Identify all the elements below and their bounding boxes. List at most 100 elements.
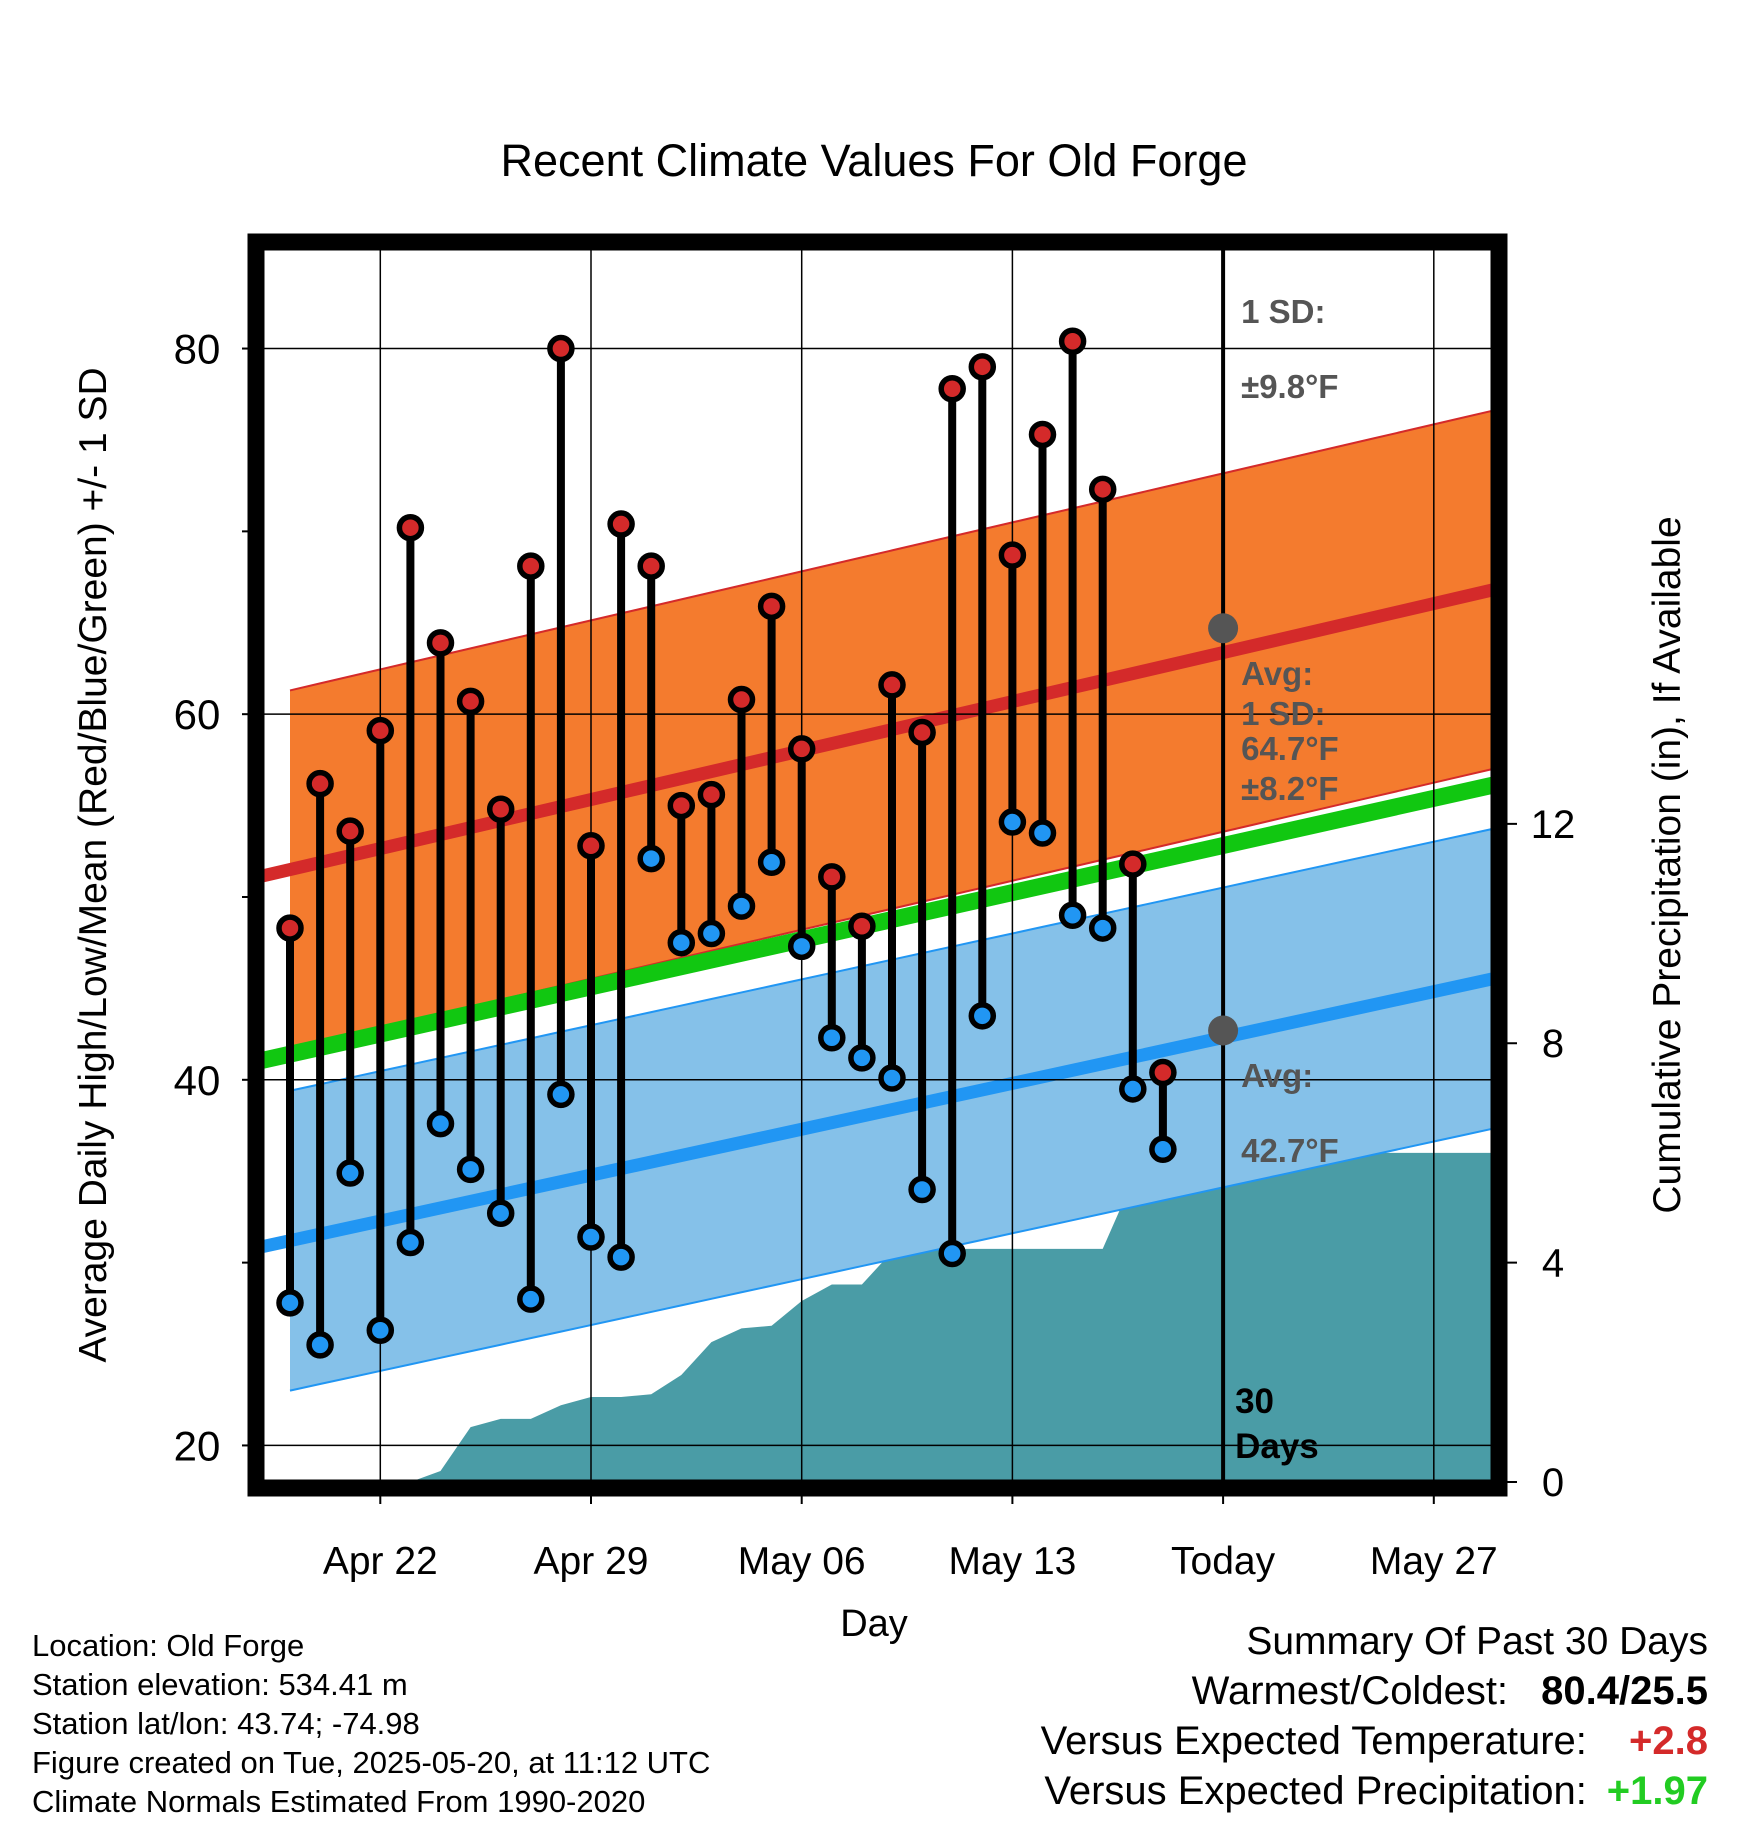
station-info: Location: Old Forge Station elevation: 5… [32, 1626, 710, 1821]
daily-low-marker [878, 1064, 906, 1092]
daily-low-marker [818, 1024, 846, 1052]
normal-low-band-upper-edge [289, 827, 1493, 1092]
left-tick-label: 40 [174, 1057, 221, 1104]
summary-heading: Summary Of Past 30 Days [1246, 1620, 1708, 1663]
daily-high-marker [1028, 420, 1057, 449]
figure-created: Figure created on Tue, 2025-05-20, at 11… [32, 1745, 711, 1780]
x-tick-label: May 13 [948, 1540, 1076, 1583]
high-avg-value: 64.7°F [1241, 730, 1339, 767]
daily-low-marker [1058, 901, 1087, 930]
x-tick-label: Today [1171, 1540, 1276, 1583]
daily-low-marker [1028, 819, 1057, 847]
x-tick-label: Apr 29 [534, 1540, 649, 1583]
daily-low-marker [727, 892, 756, 920]
window-label-number: 30 [1235, 1382, 1274, 1421]
chart-title: Recent Climate Values For Old Forge [501, 135, 1248, 186]
y-axis-title-right: Cumulative Precipitation (in), If Availa… [1646, 516, 1689, 1213]
precip-departure-value: +1.97 [1606, 1769, 1708, 1813]
left-tick-label: 80 [174, 326, 221, 373]
daily-low-marker [848, 1044, 876, 1072]
normal-low-band-lower-edge [289, 1127, 1493, 1392]
today-normal-low-dot [1208, 1015, 1239, 1046]
x-tick-label: Apr 22 [323, 1540, 438, 1583]
daily-high-marker [938, 375, 966, 403]
daily-low-marker [306, 1331, 334, 1359]
daily-high-marker [637, 552, 665, 580]
right-tick-label: 12 [1531, 803, 1576, 847]
station-location: Location: Old Forge [32, 1628, 305, 1663]
daily-low-marker [547, 1080, 575, 1109]
right-tick-label: 4 [1542, 1242, 1564, 1286]
temp-departure-value: +2.8 [1629, 1719, 1708, 1763]
normal-low-line [262, 972, 1493, 1254]
daily-high-marker [878, 671, 906, 699]
daily-low-marker [667, 928, 696, 957]
daily-low-marker [336, 1159, 364, 1187]
daily-low-marker [1088, 914, 1117, 942]
daily-high-marker [1088, 475, 1117, 504]
daily-high-marker [486, 795, 515, 823]
right-tick-label: 8 [1542, 1022, 1564, 1066]
daily-low-marker [1149, 1135, 1177, 1164]
daily-high-marker [547, 334, 575, 363]
left-tick-label: 20 [174, 1422, 221, 1469]
daily-low-marker [517, 1285, 545, 1313]
daily-high-marker [607, 510, 635, 538]
daily-low-marker [607, 1243, 635, 1271]
daily-low-marker [998, 808, 1027, 836]
daily-low-marker [276, 1289, 304, 1317]
daily-high-marker [426, 629, 455, 657]
high-sd-label: 1 SD: [1241, 293, 1325, 330]
daily-low-marker [637, 844, 665, 873]
daily-high-marker [848, 912, 876, 940]
daily-high-marker [577, 832, 605, 860]
daily-high-marker [336, 817, 364, 845]
x-tick-label: May 27 [1370, 1540, 1498, 1583]
daily-low-marker [1119, 1075, 1147, 1103]
daily-low-marker [697, 919, 726, 948]
station-elevation: Station elevation: 534.41 m [32, 1667, 408, 1702]
plot-area [262, 248, 1493, 1482]
daily-high-marker [276, 914, 304, 942]
x-tick-label: May 06 [738, 1540, 866, 1583]
daily-high-marker [908, 718, 936, 747]
window-label-days: Days [1235, 1427, 1319, 1466]
daily-high-marker [366, 716, 395, 745]
low-avg-label: Avg: [1241, 1057, 1313, 1094]
daily-high-marker [968, 353, 997, 381]
high-sd-value: ±9.8°F [1241, 368, 1338, 405]
daily-high-marker [1149, 1058, 1177, 1087]
daily-high-marker [727, 685, 756, 714]
left-tick-label: 60 [174, 691, 221, 738]
daily-high-marker [787, 735, 816, 763]
daily-low-marker [366, 1316, 395, 1345]
daily-high-marker [998, 541, 1027, 569]
daily-high-marker [396, 513, 425, 542]
summary-temp: Versus Expected Temperature: +2.8 [1041, 1716, 1708, 1766]
summary-warm-cold: Warmest/Coldest: 80.4/25.5 [1041, 1666, 1708, 1716]
precip-label: Versus Expected Precipitation: [1044, 1769, 1587, 1813]
plot-frame [247, 233, 1508, 1497]
summary-panel: Summary Of Past 30 Days Warmest/Coldest:… [1041, 1618, 1708, 1816]
low-sd-label: 1 SD: [1241, 695, 1325, 732]
daily-low-marker [577, 1223, 605, 1251]
low-avg-value: 42.7°F [1241, 1132, 1339, 1169]
today-normal-high-dot [1208, 613, 1239, 644]
daily-low-marker [396, 1228, 425, 1257]
x-axis-title: Day [840, 1603, 908, 1645]
daily-low-marker [938, 1239, 966, 1268]
daily-high-marker [456, 687, 485, 716]
daily-low-marker [456, 1155, 485, 1184]
daily-high-marker [757, 592, 786, 621]
daily-high-marker [517, 552, 545, 580]
daily-high-marker [1058, 327, 1087, 355]
low-sd-value: ±8.2°F [1241, 770, 1338, 807]
daily-low-marker [787, 932, 816, 961]
daily-high-marker [818, 863, 846, 891]
daily-high-marker [306, 769, 334, 798]
warm-cold-label: Warmest/Coldest: [1191, 1669, 1509, 1713]
daily-low-marker [968, 1002, 997, 1030]
right-tick-label: 0 [1542, 1461, 1564, 1505]
daily-low-marker [426, 1109, 455, 1138]
daily-low-marker [486, 1199, 515, 1228]
